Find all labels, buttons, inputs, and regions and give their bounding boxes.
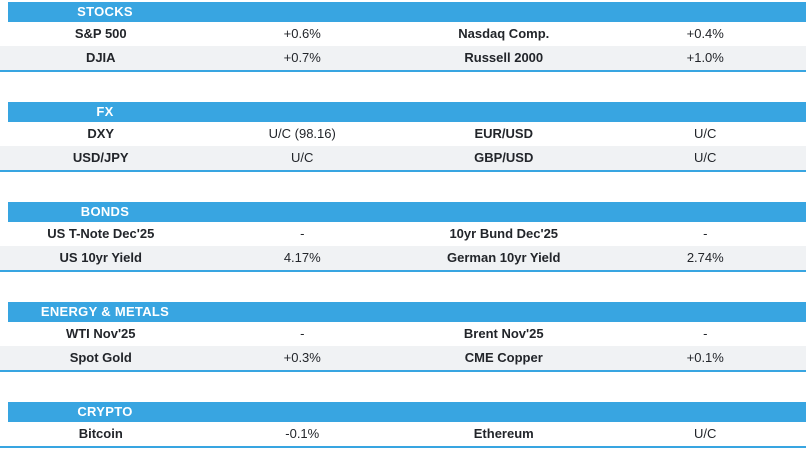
section-stocks: STOCKS S&P 500 +0.6% Nasdaq Comp. +0.4% … — [0, 2, 806, 72]
table-row: S&P 500 +0.6% Nasdaq Comp. +0.4% — [0, 22, 806, 46]
table-row: USD/JPY U/C GBP/USD U/C — [0, 146, 806, 170]
instrument-value: +0.3% — [283, 350, 321, 365]
instrument-value: 2.74% — [686, 250, 724, 265]
instrument-label: Russell 2000 — [464, 50, 544, 65]
section-header-energy-metals: ENERGY & METALS — [8, 302, 806, 322]
table-row: DJIA +0.7% Russell 2000 +1.0% — [0, 46, 806, 70]
instrument-label: GBP/USD — [474, 150, 534, 165]
table-row: US T-Note Dec'25 - 10yr Bund Dec'25 - — [0, 222, 806, 246]
instrument-label: CME Copper — [464, 350, 543, 365]
table-row: WTI Nov'25 - Brent Nov'25 - — [0, 322, 806, 346]
section-crypto: CRYPTO Bitcoin -0.1% Ethereum U/C — [0, 402, 806, 448]
section-header-crypto: CRYPTO — [8, 402, 806, 422]
instrument-value: U/C — [694, 126, 717, 141]
instrument-value: U/C — [291, 150, 314, 165]
instrument-label: German 10yr Yield — [447, 250, 561, 265]
instrument-label: EUR/USD — [474, 126, 533, 141]
instrument-value: - — [703, 326, 708, 341]
instrument-label: 10yr Bund Dec'25 — [449, 226, 559, 241]
instrument-label: Nasdaq Comp. — [458, 26, 550, 41]
section-bonds: BONDS US T-Note Dec'25 - 10yr Bund Dec'2… — [0, 202, 806, 272]
instrument-value: - — [300, 326, 305, 341]
instrument-label: Spot Gold — [69, 350, 132, 365]
instrument-value: U/C — [694, 426, 717, 441]
table-row: US 10yr Yield 4.17% German 10yr Yield 2.… — [0, 246, 806, 270]
section-title-fx: FX — [96, 104, 114, 119]
instrument-value: - — [703, 226, 708, 241]
instrument-value: +0.4% — [686, 26, 724, 41]
table-row: Bitcoin -0.1% Ethereum U/C — [0, 422, 806, 446]
instrument-value: +0.6% — [283, 26, 321, 41]
instrument-label: US T-Note Dec'25 — [47, 226, 155, 241]
section-title-bonds: BONDS — [80, 204, 130, 219]
section-header-stocks: STOCKS — [8, 2, 806, 22]
instrument-label: S&P 500 — [74, 26, 127, 41]
instrument-value: -0.1% — [285, 426, 320, 441]
instrument-label: US 10yr Yield — [59, 250, 142, 265]
instrument-value: +0.7% — [283, 50, 321, 65]
section-header-bonds: BONDS — [8, 202, 806, 222]
section-energy-metals: ENERGY & METALS WTI Nov'25 - Brent Nov'2… — [0, 302, 806, 372]
instrument-label: Bitcoin — [78, 426, 123, 441]
section-title-stocks: STOCKS — [77, 4, 133, 19]
instrument-value: +1.0% — [686, 50, 724, 65]
instrument-label: Brent Nov'25 — [463, 326, 544, 341]
instrument-label: DJIA — [85, 50, 116, 65]
instrument-value: U/C — [694, 150, 717, 165]
section-fx: FX DXY U/C (98.16) EUR/USD U/C USD/JPY U… — [0, 102, 806, 172]
section-header-fx: FX — [8, 102, 806, 122]
instrument-value: 4.17% — [283, 250, 321, 265]
instrument-label: USD/JPY — [72, 150, 129, 165]
instrument-value: U/C (98.16) — [268, 126, 336, 141]
instrument-label: WTI Nov'25 — [65, 326, 136, 341]
table-row: Spot Gold +0.3% CME Copper +0.1% — [0, 346, 806, 370]
instrument-label: Ethereum — [473, 426, 534, 441]
section-title-energy-metals: ENERGY & METALS — [40, 304, 170, 319]
instrument-label: DXY — [87, 126, 115, 141]
section-title-crypto: CRYPTO — [77, 404, 133, 419]
instrument-value: +0.1% — [686, 350, 724, 365]
table-row: DXY U/C (98.16) EUR/USD U/C — [0, 122, 806, 146]
instrument-value: - — [300, 226, 305, 241]
